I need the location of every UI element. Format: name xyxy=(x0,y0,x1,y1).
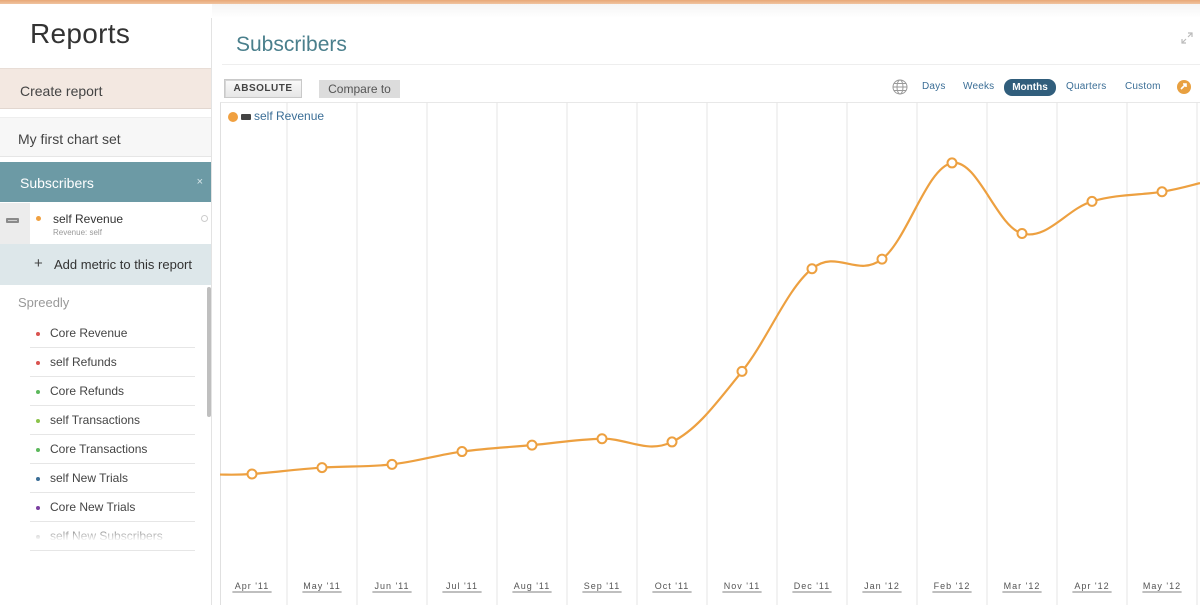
metric-list-item[interactable]: self New Trials xyxy=(30,464,195,493)
metric-color-dot xyxy=(36,477,40,481)
report-label: Subscribers xyxy=(20,175,94,191)
metric-color-dot xyxy=(36,390,40,394)
panel-title: Subscribers xyxy=(236,33,347,56)
data-point[interactable] xyxy=(736,365,748,377)
metric-name: self Revenue xyxy=(53,212,124,226)
period-quarters[interactable]: Quarters xyxy=(1066,81,1107,92)
data-point[interactable] xyxy=(876,253,888,265)
metric-list-item[interactable]: self Transactions xyxy=(30,406,195,435)
metric-list-label: Core Refunds xyxy=(50,384,125,398)
data-point[interactable] xyxy=(1086,195,1098,207)
metric-group-label: Spreedly xyxy=(18,295,70,310)
series-line-self-revenue xyxy=(220,161,1200,476)
create-report-button[interactable]: Create report xyxy=(0,68,211,109)
header-divider xyxy=(222,64,1200,65)
compare-to-button[interactable]: Compare to xyxy=(319,80,400,98)
next-arrow-icon[interactable] xyxy=(1177,80,1191,94)
x-tick-label: May '11 xyxy=(303,581,341,591)
add-metric-label: Add metric to this report xyxy=(54,257,192,272)
x-tick-label: Apr '11 xyxy=(235,581,270,591)
period-custom[interactable]: Custom xyxy=(1125,81,1161,92)
chart-area: Apr '11 May '11 Jun '11 Jul '11 Aug '11 Sep '… xyxy=(220,102,1200,605)
metric-subtitle: Revenue: self xyxy=(53,228,102,237)
sidebar-title: Reports xyxy=(30,18,131,49)
metric-list-item[interactable]: Core New Trials xyxy=(30,493,195,522)
line-chart: Apr '11 May '11 Jun '11 Jul '11 Aug '11 Sep '… xyxy=(220,102,1200,605)
data-point[interactable] xyxy=(1156,186,1168,198)
data-point[interactable] xyxy=(386,458,398,470)
metric-list-label: self Refunds xyxy=(50,355,117,369)
period-days[interactable]: Days xyxy=(922,81,946,92)
metric-color-dot xyxy=(36,448,40,452)
data-point[interactable] xyxy=(246,468,258,480)
legend-tag-icon xyxy=(241,114,251,120)
metric-color-dot xyxy=(36,506,40,510)
close-icon[interactable]: × xyxy=(196,176,203,188)
data-point[interactable] xyxy=(596,433,608,445)
report-metric-row[interactable]: self Revenue Revenue: self xyxy=(0,203,211,244)
data-point[interactable] xyxy=(806,263,818,275)
x-tick-label: Jan '12 xyxy=(864,581,900,591)
x-tick-label: Aug '11 xyxy=(514,581,551,591)
data-point[interactable] xyxy=(526,439,538,451)
metric-color-dot xyxy=(36,332,40,336)
chart-set-item[interactable]: My first chart set xyxy=(0,117,211,157)
top-shadow xyxy=(0,4,1200,18)
chart-frame xyxy=(220,102,1200,605)
metric-list-item[interactable]: Core Revenue xyxy=(30,319,195,348)
metric-color-dot xyxy=(36,419,40,423)
metric-list-label: self New Trials xyxy=(50,471,129,485)
data-point[interactable] xyxy=(946,157,958,169)
metric-list: Core Revenue self Refunds Core Refunds self… xyxy=(30,319,195,551)
expand-icon[interactable] xyxy=(1180,31,1194,50)
sidebar: Reports Create report My first chart set… xyxy=(0,4,212,605)
report-item-subscribers[interactable]: Subscribers × xyxy=(0,162,211,202)
metric-list-label: Core New Trials xyxy=(50,500,136,514)
metric-list-item[interactable]: Core Transactions xyxy=(30,435,195,464)
data-point[interactable] xyxy=(1016,227,1028,239)
x-tick-label: Feb '12 xyxy=(934,581,971,591)
globe-icon[interactable] xyxy=(892,79,908,100)
period-weeks[interactable]: Weeks xyxy=(963,81,995,92)
metric-list-item[interactable]: self Refunds xyxy=(30,348,195,377)
sidebar-fade xyxy=(0,524,211,544)
x-tick-label: Sep '11 xyxy=(584,581,621,591)
x-tick-label: Oct '11 xyxy=(655,581,690,591)
plus-icon: + xyxy=(34,255,43,272)
top-accent-bar xyxy=(0,0,1200,4)
metric-list-item[interactable]: Core Refunds xyxy=(30,377,195,406)
x-tick-label: May '12 xyxy=(1143,581,1181,591)
data-point[interactable] xyxy=(666,436,678,448)
sidebar-divider xyxy=(211,18,212,605)
data-point[interactable] xyxy=(456,446,468,458)
x-tick-label: Dec '11 xyxy=(794,581,831,591)
x-tick-label: Nov '11 xyxy=(724,581,761,591)
legend-label[interactable]: self Revenue xyxy=(254,109,325,123)
metric-options-icon[interactable] xyxy=(201,215,208,222)
series-color-dot xyxy=(36,216,41,221)
drag-handle-icon[interactable] xyxy=(0,203,30,244)
metric-color-dot xyxy=(36,361,40,365)
x-tick-label: Jul '11 xyxy=(446,581,478,591)
sidebar-scrollbar[interactable] xyxy=(207,287,211,417)
metric-list-label: Core Revenue xyxy=(50,326,128,340)
add-metric-button[interactable]: + Add metric to this report xyxy=(0,244,211,285)
metric-list-label: Core Transactions xyxy=(50,442,148,456)
legend-color-dot xyxy=(228,112,238,122)
data-point[interactable] xyxy=(316,462,328,474)
period-months[interactable]: Months xyxy=(1004,79,1056,96)
absolute-toggle-button[interactable]: ABSOLUTE xyxy=(224,79,302,98)
x-tick-label: Apr '12 xyxy=(1074,581,1109,591)
metric-list-label: self Transactions xyxy=(50,413,141,427)
x-tick-label: Jun '11 xyxy=(374,581,409,591)
x-tick-label: Mar '12 xyxy=(1004,581,1041,591)
